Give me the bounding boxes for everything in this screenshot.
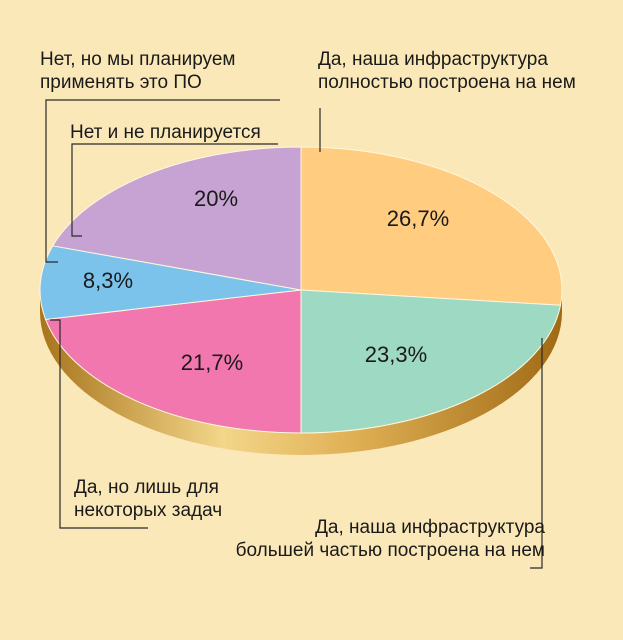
slice-value-label-3: 8,3%: [83, 268, 133, 293]
slice-category-label-4: Нет и не планируется: [70, 122, 261, 143]
slice-category-label-2: Да, но лишь для некоторых задач: [74, 477, 222, 521]
leader-line-4: [71, 143, 278, 237]
slice-category-label-0: Да, наша инфраструктура полностью построе…: [318, 49, 576, 93]
pie-slice-0: [300, 146, 563, 306]
leader-line-1: [530, 338, 543, 569]
slice-value-label-1: 23,3%: [365, 342, 427, 367]
slice-value-label-2: 21,7%: [181, 350, 243, 375]
leader-line-3: [45, 99, 280, 263]
slice-category-label-1: Да, наша инфраструктура большей частью по…: [236, 517, 546, 561]
pie-slice-2: [44, 289, 302, 434]
slice-category-label-3: Нет, но мы планируем применять это ПО: [40, 49, 235, 93]
slice-value-label-4: 20%: [194, 186, 238, 211]
slice-value-label-0: 26,7%: [387, 206, 449, 231]
leader-line-2: [50, 319, 148, 529]
pie-slice-3: [39, 245, 302, 320]
pie-slice-1: [300, 289, 562, 434]
pie-slice-4: [51, 146, 302, 291]
